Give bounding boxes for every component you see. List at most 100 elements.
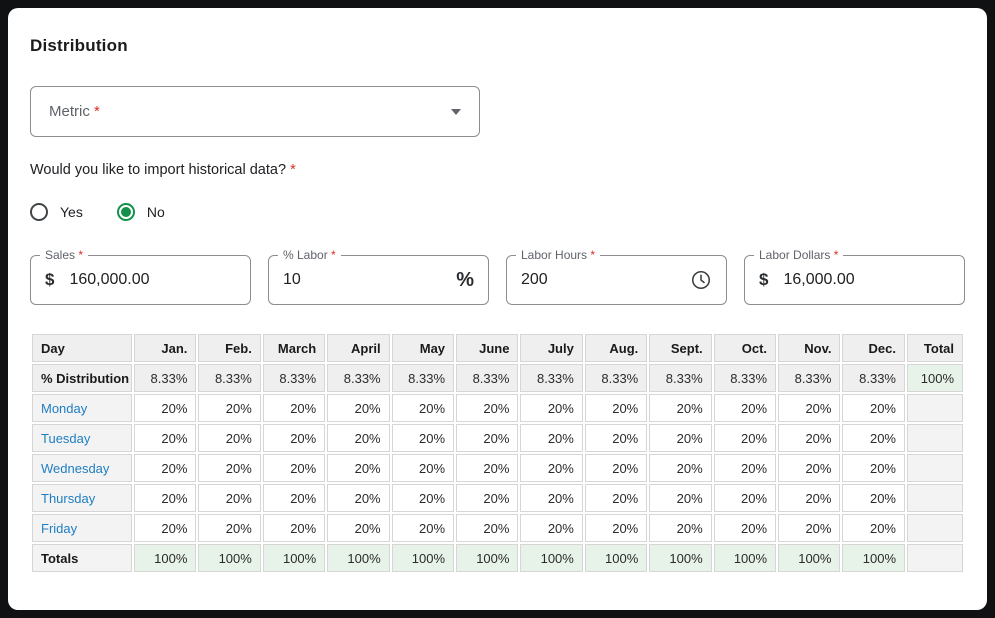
percent-cell-april: 20% xyxy=(327,514,390,542)
percent-cell-jan: 20% xyxy=(134,484,197,512)
radio-unselected-icon[interactable] xyxy=(30,203,48,221)
percent-cell-nov: 20% xyxy=(778,454,841,482)
column-header-total: Total xyxy=(907,334,963,362)
percent-cell-feb: 20% xyxy=(198,394,261,422)
percent-cell-oct: 20% xyxy=(713,484,777,512)
table-row-thursday: Thursday 20% 20% 20% 20% 20% 20% 20% 20% 20% 20% 20… xyxy=(32,484,963,512)
import-radio-group: Yes No xyxy=(30,203,965,221)
percent-cell-aug: 20% xyxy=(584,484,648,512)
metric-select[interactable]: Metric * xyxy=(30,86,480,137)
percent-cell-march: 100% xyxy=(262,544,326,572)
radio-option-yes[interactable]: Yes xyxy=(30,203,83,221)
percent-cell-oct: 8.33% xyxy=(713,364,777,392)
percent-labor-value[interactable]: 10 xyxy=(283,271,301,288)
row-label-cell: Totals xyxy=(32,544,132,572)
required-asterisk: * xyxy=(290,162,296,178)
percent-cell-july: 20% xyxy=(520,454,583,482)
column-header-dec: Dec. xyxy=(842,334,905,362)
row-label-cell: Friday xyxy=(32,514,132,542)
percent-cell-jan: 100% xyxy=(134,544,197,572)
table-row-monday: Monday 20% 20% 20% 20% 20% 20% 20% 20% 20% 20% 20% 2… xyxy=(32,394,963,422)
percent-cell-jan: 20% xyxy=(134,454,197,482)
import-question-label: Would you like to import historical data… xyxy=(30,162,296,178)
total-cell xyxy=(907,454,963,482)
percent-cell-feb: 100% xyxy=(198,544,261,572)
percent-cell-dec: 20% xyxy=(842,394,905,422)
table-row-tuesday: Tuesday 20% 20% 20% 20% 20% 20% 20% 20% 20% 20% 20%… xyxy=(32,424,963,452)
percent-cell-feb: 20% xyxy=(198,424,261,452)
radio-option-label: Yes xyxy=(60,204,83,220)
total-cell xyxy=(907,424,963,452)
percent-cell-oct: 100% xyxy=(713,544,777,572)
percent-cell-dec: 20% xyxy=(842,514,905,542)
percent-cell-april: 20% xyxy=(327,394,390,422)
percent-cell-june: 20% xyxy=(456,424,519,452)
total-cell xyxy=(907,394,963,422)
day-link-tuesday[interactable]: Tuesday xyxy=(41,430,91,446)
percent-cell-sept: 20% xyxy=(649,424,712,452)
row-label-cell: Tuesday xyxy=(32,424,132,452)
day-link-monday[interactable]: Monday xyxy=(41,400,88,416)
column-header-march: March xyxy=(262,334,326,362)
labor-dollars-value[interactable]: 16,000.00 xyxy=(783,271,855,288)
column-header-jan: Jan. xyxy=(134,334,197,362)
percent-cell-sept: 8.33% xyxy=(649,364,712,392)
table-row-distribution: % Distribution 8.33% 8.33% 8.33% 8.33% 8.33% 8… xyxy=(32,364,963,392)
percent-cell-oct: 20% xyxy=(713,454,777,482)
percent-cell-sept: 20% xyxy=(649,514,712,542)
percent-cell-march: 20% xyxy=(262,484,326,512)
percent-cell-june: 100% xyxy=(456,544,519,572)
total-cell: 100% xyxy=(907,364,963,392)
percent-cell-dec: 20% xyxy=(842,484,905,512)
percent-cell-may: 20% xyxy=(391,484,455,512)
column-header-feb: Feb. xyxy=(198,334,261,362)
percent-cell-june: 20% xyxy=(456,394,519,422)
labor-dollars-field-label: Labor Dollars * xyxy=(754,248,844,262)
total-cell xyxy=(907,544,963,572)
percent-cell-oct: 20% xyxy=(713,424,777,452)
percent-cell-may: 100% xyxy=(391,544,455,572)
percent-cell-sept: 100% xyxy=(649,544,712,572)
percent-cell-june: 20% xyxy=(456,514,519,542)
labor-hours-field[interactable]: Labor Hours * 200 xyxy=(506,248,727,305)
percent-cell-march: 8.33% xyxy=(262,364,326,392)
total-cell xyxy=(907,484,963,512)
percent-cell-aug: 20% xyxy=(584,424,648,452)
percent-cell-may: 20% xyxy=(391,424,455,452)
percent-cell-may: 20% xyxy=(391,394,455,422)
percent-labor-field[interactable]: % Labor * 10% xyxy=(268,248,489,305)
percent-cell-july: 20% xyxy=(520,484,583,512)
labor-hours-value[interactable]: 200 xyxy=(521,271,548,288)
labor-dollars-field[interactable]: Labor Dollars * $16,000.00 xyxy=(744,248,965,305)
percent-cell-nov: 20% xyxy=(778,514,841,542)
radio-selected-icon[interactable] xyxy=(116,203,135,221)
percent-cell-april: 20% xyxy=(327,424,390,452)
percent-cell-july: 20% xyxy=(520,394,583,422)
distribution-table: Day Jan. Feb. March April May June July Aug. Sept… xyxy=(30,332,965,574)
radio-option-label: No xyxy=(146,204,165,220)
percent-cell-feb: 20% xyxy=(198,514,261,542)
percent-cell-sept: 20% xyxy=(649,394,712,422)
percent-cell-may: 20% xyxy=(391,454,455,482)
percent-cell-march: 20% xyxy=(262,424,326,452)
percent-cell-march: 20% xyxy=(262,454,326,482)
percent-cell-march: 20% xyxy=(262,514,326,542)
percent-cell-jan: 20% xyxy=(134,394,197,422)
percent-cell-july: 20% xyxy=(520,514,583,542)
percent-cell-june: 8.33% xyxy=(456,364,519,392)
percent-cell-oct: 20% xyxy=(713,394,777,422)
column-header-july: July xyxy=(520,334,583,362)
sales-value[interactable]: 160,000.00 xyxy=(69,271,150,288)
required-asterisk: * xyxy=(78,248,84,262)
day-link-friday[interactable]: Friday xyxy=(41,520,78,536)
row-label-cell: Thursday xyxy=(32,484,132,512)
summary-fields-row: Sales * $160,000.00 % Labor * 10% Labor Hour… xyxy=(30,248,965,305)
day-link-wednesday[interactable]: Wednesday xyxy=(41,460,110,476)
percent-cell-april: 20% xyxy=(327,484,390,512)
radio-option-no[interactable]: No xyxy=(116,203,165,221)
sales-field[interactable]: Sales * $160,000.00 xyxy=(30,248,251,305)
day-link-thursday[interactable]: Thursday xyxy=(41,490,96,506)
percent-cell-aug: 8.33% xyxy=(584,364,648,392)
percent-cell-july: 20% xyxy=(520,424,583,452)
